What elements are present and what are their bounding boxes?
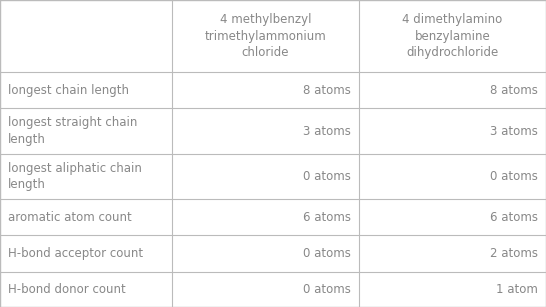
Text: 0 atoms: 0 atoms <box>303 247 351 260</box>
Text: 6 atoms: 6 atoms <box>490 211 538 224</box>
Text: H-bond donor count: H-bond donor count <box>8 283 126 296</box>
Text: 3 atoms: 3 atoms <box>490 125 538 138</box>
Text: 0 atoms: 0 atoms <box>303 283 351 296</box>
Text: 3 atoms: 3 atoms <box>303 125 351 138</box>
Text: 6 atoms: 6 atoms <box>303 211 351 224</box>
Text: 2 atoms: 2 atoms <box>490 247 538 260</box>
Text: 0 atoms: 0 atoms <box>490 170 538 183</box>
Text: longest chain length: longest chain length <box>8 84 129 97</box>
Text: 8 atoms: 8 atoms <box>303 84 351 97</box>
Text: aromatic atom count: aromatic atom count <box>8 211 132 224</box>
Text: 8 atoms: 8 atoms <box>490 84 538 97</box>
Text: H-bond acceptor count: H-bond acceptor count <box>8 247 143 260</box>
Text: longest aliphatic chain
length: longest aliphatic chain length <box>8 162 142 191</box>
Text: 4 methylbenzyl
trimethylammonium
chloride: 4 methylbenzyl trimethylammonium chlorid… <box>205 13 327 59</box>
Text: 1 atom: 1 atom <box>496 283 538 296</box>
Text: 0 atoms: 0 atoms <box>303 170 351 183</box>
Text: 4 dimethylamino
benzylamine
dihydrochloride: 4 dimethylamino benzylamine dihydrochlor… <box>402 13 503 59</box>
Text: longest straight chain
length: longest straight chain length <box>8 116 138 146</box>
